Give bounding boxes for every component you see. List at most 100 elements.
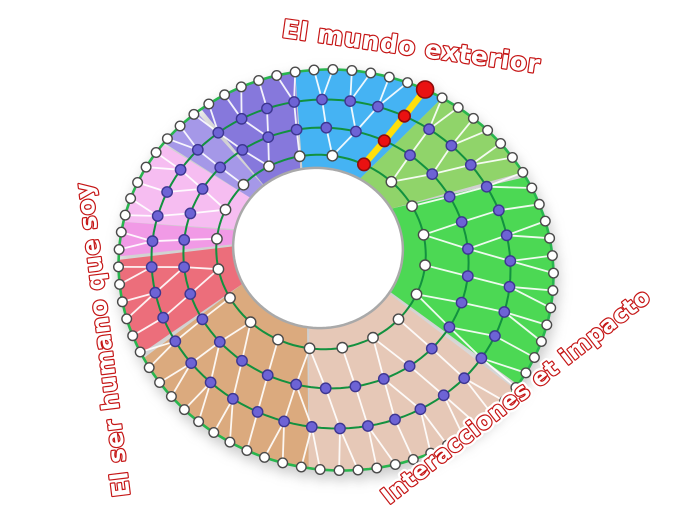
ring-node[interactable] — [526, 182, 538, 194]
ring-node[interactable] — [288, 96, 300, 108]
ring-node[interactable] — [303, 342, 316, 355]
ring-node[interactable] — [196, 182, 209, 195]
ring-node[interactable] — [426, 168, 439, 181]
ring-node[interactable] — [184, 288, 197, 300]
ring-node[interactable] — [132, 176, 144, 188]
ring-node[interactable] — [504, 255, 517, 267]
ring-node[interactable] — [371, 462, 383, 474]
ring-node[interactable] — [461, 242, 474, 255]
ring-node[interactable] — [113, 243, 125, 255]
ring-node[interactable] — [541, 319, 553, 331]
ring-node[interactable] — [503, 280, 516, 293]
ring-node[interactable] — [455, 216, 468, 228]
ring-node[interactable] — [116, 296, 128, 308]
ring-node[interactable] — [204, 376, 217, 389]
ring-node[interactable] — [143, 362, 155, 374]
highlight-node[interactable] — [377, 134, 391, 148]
ring-node[interactable] — [277, 457, 289, 469]
highlight-node[interactable] — [415, 80, 435, 99]
ring-node[interactable] — [236, 143, 249, 156]
ring-node[interactable] — [178, 233, 191, 246]
sector-pink-light[interactable] — [123, 144, 251, 230]
ring-node[interactable] — [499, 395, 511, 407]
ring-node[interactable] — [145, 261, 158, 273]
ring-node[interactable] — [365, 67, 377, 79]
ring-node[interactable] — [352, 464, 364, 476]
ring-node[interactable] — [419, 259, 431, 272]
ring-node[interactable] — [472, 420, 484, 432]
ring-node[interactable] — [333, 465, 345, 477]
ring-node[interactable] — [125, 192, 137, 204]
ring-node[interactable] — [316, 93, 328, 106]
ring-node[interactable] — [219, 89, 231, 101]
ring-node[interactable] — [278, 415, 290, 428]
ring-node[interactable] — [539, 215, 551, 227]
ring-node[interactable] — [535, 336, 547, 348]
ring-node[interactable] — [154, 377, 166, 389]
ring-node[interactable] — [261, 369, 274, 382]
ring-node[interactable] — [475, 352, 488, 365]
ring-node[interactable] — [326, 149, 339, 162]
ring-node[interactable] — [308, 64, 320, 76]
ring-node[interactable] — [127, 330, 139, 342]
ring-node[interactable] — [486, 408, 498, 420]
ring-node[interactable] — [392, 313, 405, 326]
ring-node[interactable] — [528, 352, 540, 364]
ring-node[interactable] — [290, 123, 303, 136]
ring-node[interactable] — [121, 313, 133, 325]
ring-node[interactable] — [178, 404, 190, 416]
sector-purple-dark[interactable] — [201, 72, 301, 186]
highlight-node[interactable] — [397, 109, 412, 123]
ring-node[interactable] — [185, 357, 198, 369]
ring-node[interactable] — [236, 354, 248, 367]
ring-node[interactable] — [414, 403, 427, 416]
ring-node[interactable] — [510, 382, 522, 394]
ring-node[interactable] — [500, 229, 513, 242]
ring-node[interactable] — [119, 209, 131, 221]
ring-node[interactable] — [410, 288, 423, 301]
ring-node[interactable] — [157, 311, 170, 324]
ring-node[interactable] — [385, 175, 398, 188]
ring-node[interactable] — [452, 101, 464, 113]
ring-node[interactable] — [161, 133, 173, 145]
ring-node[interactable] — [425, 447, 437, 459]
sector-green-bright[interactable] — [390, 177, 554, 385]
ring-node[interactable] — [495, 137, 507, 149]
ring-node[interactable] — [314, 464, 326, 476]
ring-node[interactable] — [361, 420, 374, 432]
ring-node[interactable] — [112, 261, 124, 273]
ring-node[interactable] — [407, 454, 419, 466]
ring-node[interactable] — [196, 313, 209, 326]
ring-node[interactable] — [261, 102, 273, 115]
ring-node[interactable] — [417, 228, 430, 241]
ring-node[interactable] — [203, 98, 215, 110]
ring-node[interactable] — [443, 321, 456, 333]
ring-node[interactable] — [213, 335, 226, 348]
ring-node[interactable] — [383, 71, 395, 83]
ring-node[interactable] — [271, 69, 283, 81]
ring-node[interactable] — [457, 430, 469, 442]
ring-node[interactable] — [517, 166, 529, 178]
highlight-path[interactable] — [360, 86, 429, 168]
ring-node[interactable] — [344, 95, 357, 108]
ring-node[interactable] — [545, 302, 557, 314]
ring-node[interactable] — [336, 341, 349, 354]
ring-node[interactable] — [289, 66, 301, 78]
ring-node[interactable] — [224, 291, 236, 304]
ring-node[interactable] — [188, 108, 200, 120]
ring-node[interactable] — [492, 204, 505, 217]
ring-node[interactable] — [191, 143, 204, 156]
ring-node[interactable] — [146, 235, 159, 248]
ring-node[interactable] — [461, 270, 474, 282]
ring-node[interactable] — [151, 210, 164, 222]
ring-node[interactable] — [212, 126, 225, 139]
ring-node[interactable] — [241, 445, 253, 457]
ring-node[interactable] — [346, 64, 358, 76]
ring-node[interactable] — [140, 161, 152, 173]
ring-node[interactable] — [208, 427, 220, 439]
ring-node[interactable] — [235, 81, 247, 93]
sector-red[interactable] — [118, 246, 243, 354]
ring-node[interactable] — [293, 150, 306, 163]
ring-node[interactable] — [178, 261, 191, 273]
ring-node[interactable] — [212, 263, 225, 276]
